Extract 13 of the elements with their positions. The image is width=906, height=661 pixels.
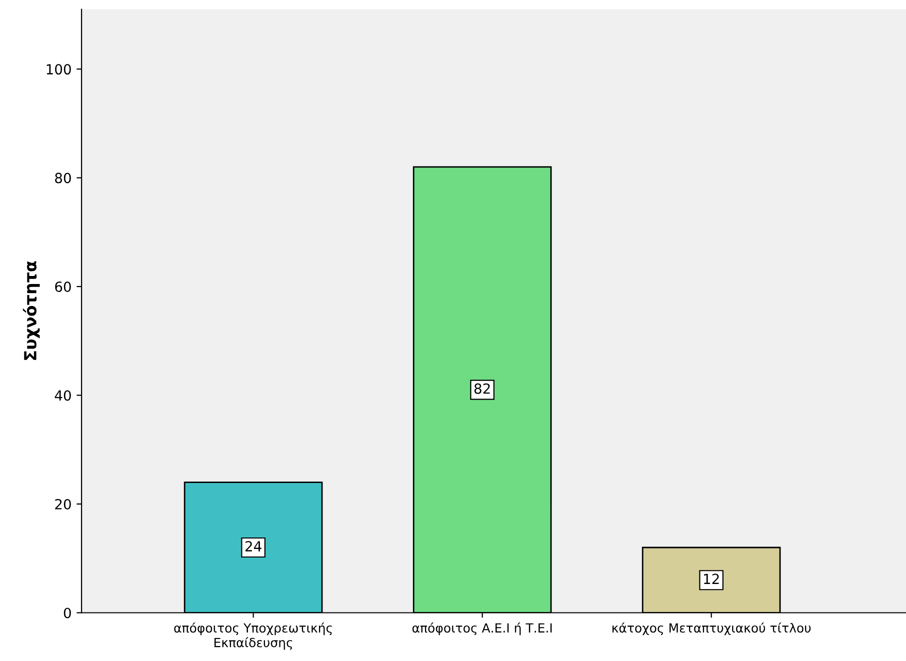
x-tick-label: απόφοιτος Υποχρεωτικής Εκπαίδευσης	[174, 622, 332, 650]
data-label: 82	[474, 383, 490, 394]
y-tick-label: 20	[55, 498, 71, 510]
data-label: 12	[704, 574, 719, 584]
y-tick-label: 40	[54, 390, 71, 401]
y-tick-label: 100	[46, 64, 71, 75]
y-tick-label: 80	[55, 172, 71, 184]
y-tick-label: 60	[55, 282, 71, 292]
data-label: 24	[245, 541, 262, 552]
y-tick-label: 0	[64, 608, 71, 618]
x-tick-label: απόφοιτος Α.Ε.Ι ή Τ.Ε.Ι	[412, 622, 552, 636]
y-axis-title: Συχνότητα	[22, 261, 40, 360]
x-tick-label: κάτοχος Μεταπτυχιακού τίτλου	[612, 622, 811, 636]
